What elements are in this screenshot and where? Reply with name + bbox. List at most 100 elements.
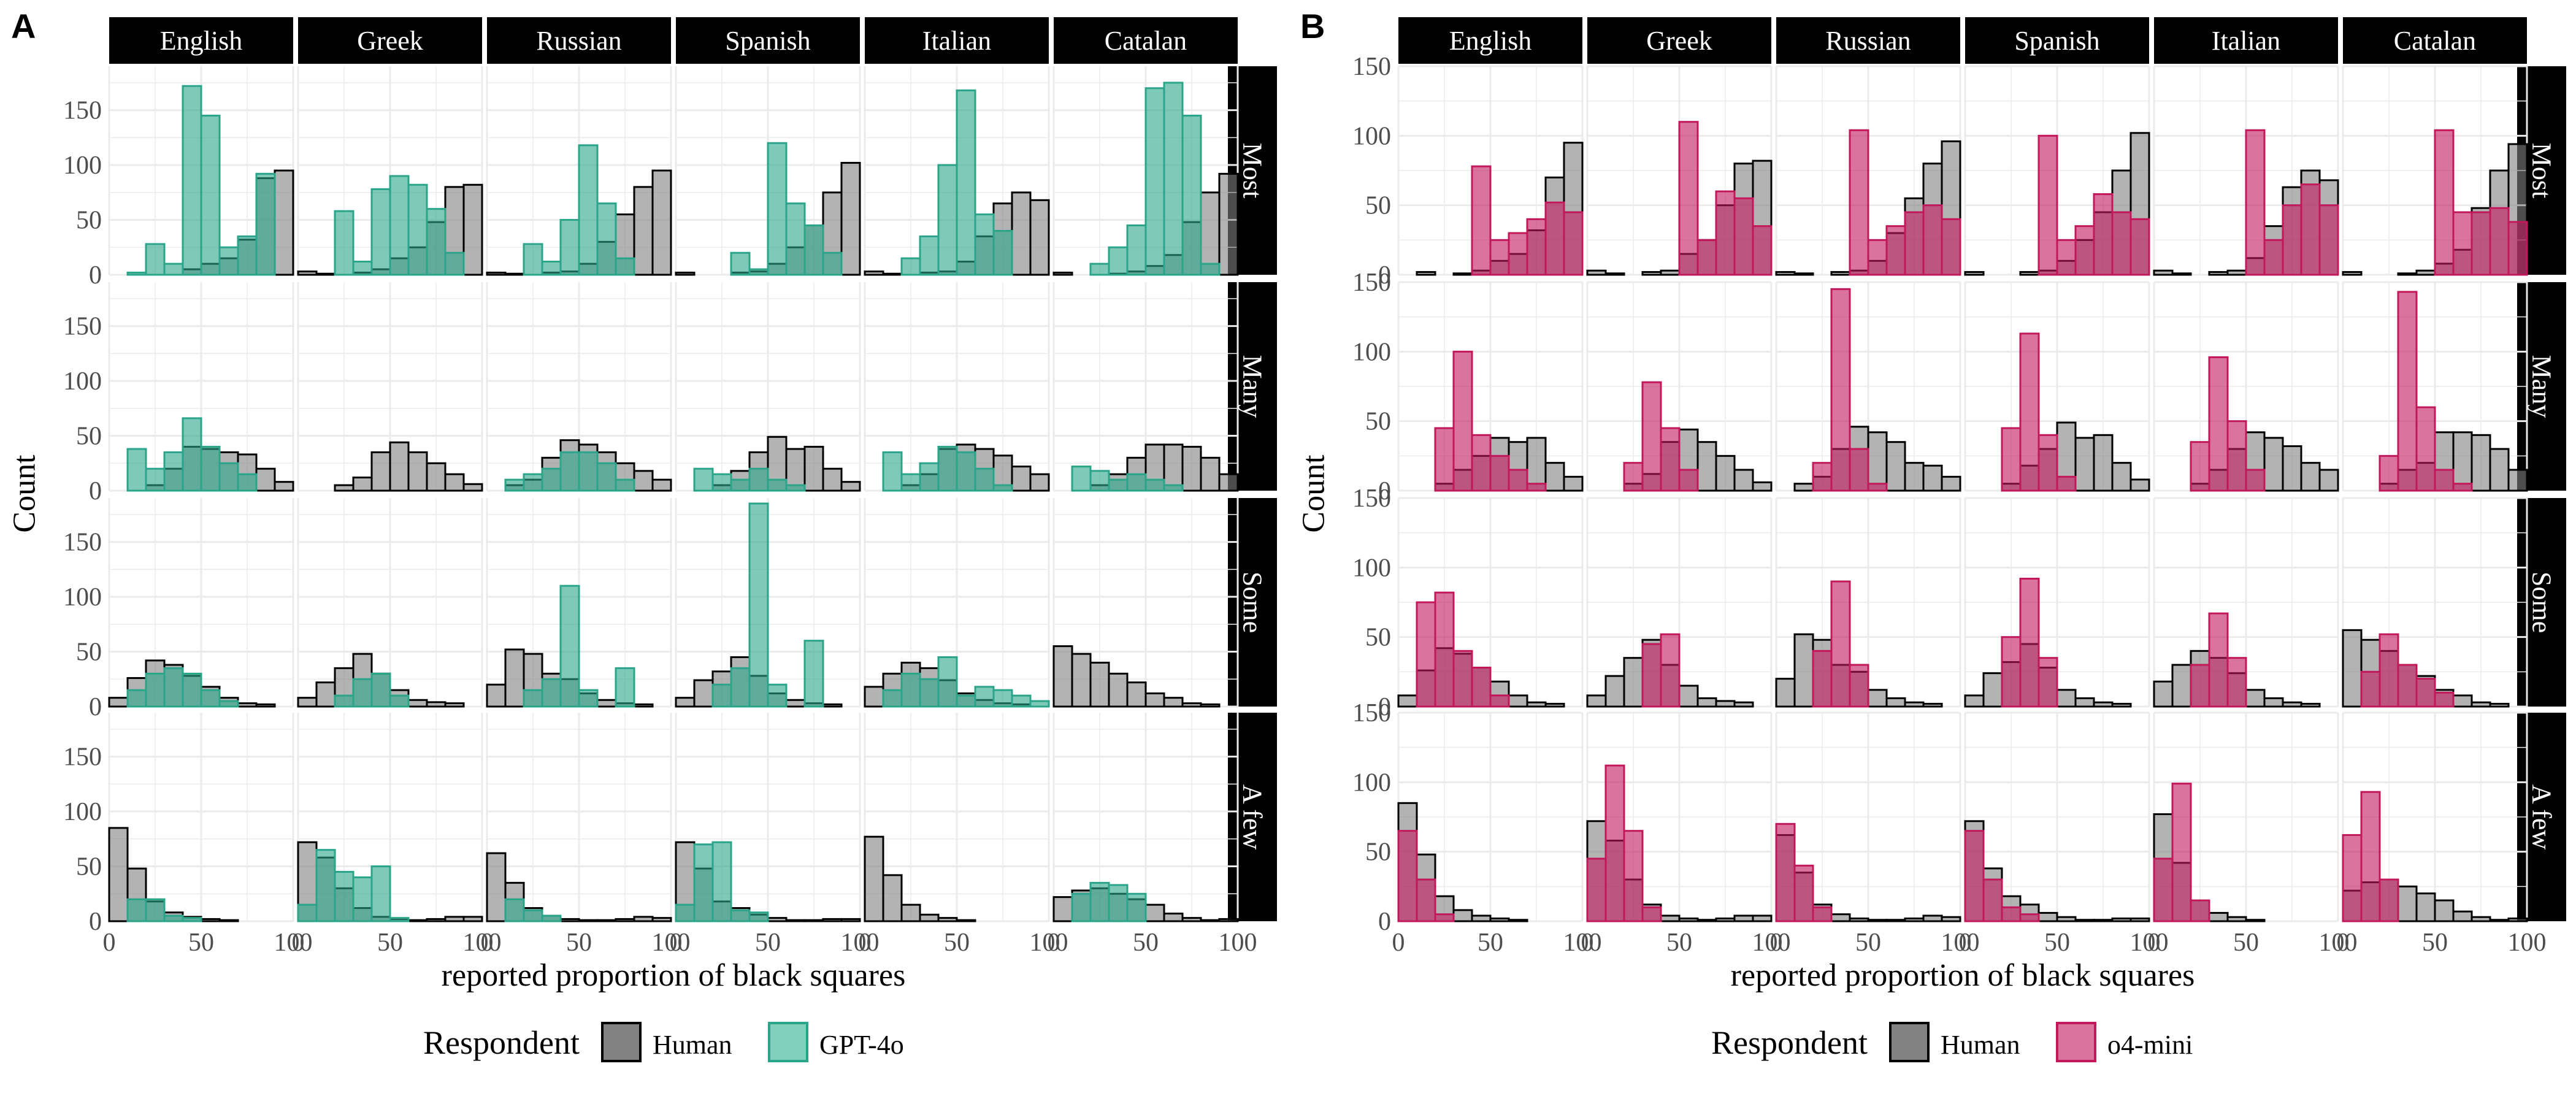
histogram-bar [462,916,483,922]
x-tick-label: 50 [1133,929,1159,957]
histogram-bar [2171,272,2192,276]
histogram-bar [2379,878,2399,922]
histogram-bar [1089,661,1110,708]
histogram-bar [1733,469,1754,492]
histogram-bar [1982,672,2003,708]
column-strip-label: Italian [922,26,991,56]
facet-many-catalan [2342,281,2528,492]
histogram-bar [748,467,769,492]
y-tick-label: 100 [1352,122,1391,150]
facet-some-spanish [1964,497,2150,708]
x-tick-label: 0 [481,929,494,957]
histogram-bar [1904,701,1925,708]
histogram-bar [407,451,428,492]
histogram-bar [389,441,410,492]
y-tick-label: 0 [89,693,102,721]
histogram-bar [1452,350,1473,492]
histogram-bar [882,272,903,276]
histogram-bar [900,473,921,492]
histogram-bar [2489,702,2510,708]
histogram-bar [1586,694,1607,708]
histogram-bar [2093,701,2114,708]
series-o4-mini [1641,633,1681,708]
histogram-bar [882,451,903,492]
histogram-bar [1489,917,1510,922]
column-strip-label: Greek [357,26,423,56]
histogram-bar [2074,919,2095,922]
y-tick-label: 0 [89,261,102,289]
y-tick-label: 150 [1352,53,1391,81]
histogram-bar [2153,269,2174,276]
column-strip-english [1398,17,1582,64]
histogram-bar [2208,270,2229,276]
histogram-bar [1181,917,1202,922]
histogram-bar [504,898,525,922]
legend: Respondent Human o4-mini [1711,1022,2193,1062]
histogram-bar [822,467,843,492]
x-tick-label: 50 [944,929,970,957]
facet-a-few-english [1397,711,1584,922]
facet-a-few-catalan [2342,711,2528,922]
histogram-bar [2001,427,2022,492]
gridlines [2342,711,2528,922]
histogram-bar [2342,834,2363,922]
histogram-bar [1696,239,1717,276]
series-o4-mini [2434,129,2528,276]
legend-label: Human [653,1030,732,1060]
y-tick-label: 150 [63,529,102,557]
histogram-bar [218,700,239,708]
histogram-bar [523,909,543,922]
histogram-bar [1867,239,1888,276]
histogram-bar [407,183,428,276]
series-o4-mini [1775,822,1833,922]
histogram-bar [200,689,221,708]
histogram-bar [486,271,507,276]
histogram-bar [1586,269,1607,276]
histogram-bar [486,852,507,922]
x-tick-label: 100 [1941,929,1980,957]
histogram-bar [462,483,483,492]
histogram-bar [1452,272,1473,276]
panel-b: B English Greek Russian Spanish Italian Catala… [1297,7,2566,1062]
series-o4-mini [1849,129,1961,276]
histogram-bar [1904,211,1925,276]
panel-a: A English Greek Russian Spanish Italian Catala… [7,7,1277,1062]
y-tick-label: 0 [1378,261,1391,289]
histogram-bar [1200,456,1221,492]
histogram-bar [1489,454,1510,492]
histogram-bar [767,478,788,492]
histogram-bar [1830,270,1851,276]
histogram-bar [2263,437,2284,492]
series-o4-mini [1623,381,1699,492]
series-gpt-4o [730,142,843,276]
histogram-bar [334,694,355,708]
facet-most-catalan [1052,66,1239,276]
series-o4-mini [2001,332,2077,492]
histogram-bar [2415,678,2436,708]
histogram-bar [974,686,995,708]
histogram-bar [2208,612,2229,708]
x-tick-label: 0 [292,929,305,957]
y-tick-label: 150 [1352,699,1391,727]
histogram-bar [1830,580,1851,708]
x-tick-label: 50 [2422,929,2448,957]
histogram-bar [163,914,184,922]
histogram-bar [1108,246,1129,276]
histogram-bar [1885,441,1906,492]
y-tick-label: 50 [76,638,102,667]
column-strip-label: Italian [2212,26,2280,56]
facet-many-russian [486,282,672,492]
histogram-bar [1964,830,1985,922]
histogram-bar [822,918,843,922]
series-gpt-4o [1071,881,1147,922]
histogram-bar [900,672,921,708]
histogram-bar [1163,82,1184,276]
histogram-bar [937,164,958,276]
histogram-bar [1793,272,1814,276]
histogram-bar [730,667,751,708]
histogram-bar [2074,697,2095,708]
histogram-bar [1586,857,1607,922]
histogram-bar [596,699,617,708]
series-gpt-4o [126,417,258,492]
